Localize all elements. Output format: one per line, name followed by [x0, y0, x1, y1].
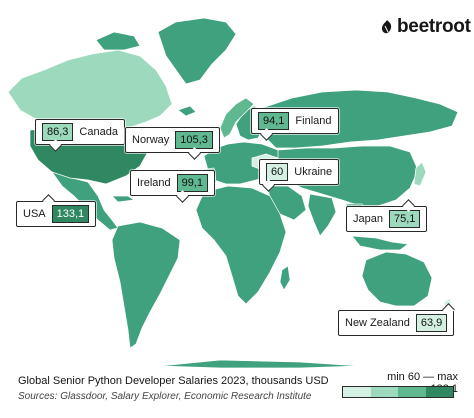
brand-name: beetroot — [397, 16, 471, 37]
legend-swatch-4 — [425, 387, 453, 397]
arctic-islands-shape — [95, 31, 141, 51]
country-name-ukraine: Ukraine — [294, 166, 333, 178]
value-badge-ireland: 99,1 — [176, 174, 209, 192]
canada-highlight — [7, 49, 173, 131]
callout-canada[interactable]: 86,3 Canada — [35, 119, 125, 145]
value-badge-finland: 94,1 — [258, 112, 290, 130]
callout-norway[interactable]: Norway 105,3 — [125, 127, 220, 153]
legend-swatch-3 — [398, 387, 426, 397]
madagascar-shape — [279, 265, 291, 291]
callout-new-zealand[interactable]: New Zealand 63,9 — [338, 310, 455, 336]
country-name-new-zealand: New Zealand — [345, 317, 410, 329]
country-name-finland: Finland — [295, 115, 332, 127]
value-badge-canada: 86,3 — [42, 123, 74, 141]
south-america-shape — [111, 221, 181, 349]
country-name-norway: Norway — [132, 134, 170, 146]
value-badge-ukraine: 60 — [266, 163, 289, 181]
legend-swatch-2 — [370, 387, 398, 397]
value-badge-japan: 75,1 — [388, 210, 421, 228]
country-name-ireland: Ireland — [137, 177, 171, 189]
iceland-shape — [177, 105, 197, 117]
africa-shape — [195, 185, 287, 305]
caribbean-shape — [111, 195, 135, 203]
legend-swatch-1 — [343, 387, 371, 397]
greenland-shape — [157, 17, 237, 85]
value-badge-new-zealand: 63,9 — [415, 314, 448, 332]
india-shape — [307, 193, 337, 237]
country-name-japan: Japan — [353, 213, 383, 225]
callout-ireland[interactable]: Ireland 99,1 — [130, 170, 216, 196]
value-badge-norway: 105,3 — [175, 131, 213, 149]
callout-ukraine[interactable]: 60 Ukraine — [259, 159, 340, 185]
antarctica-shape — [159, 359, 361, 369]
country-name-canada: Canada — [79, 126, 118, 138]
norway-highlight — [219, 97, 255, 139]
map-caption-sources: Sources: Glassdoor, Salary Explorer, Eco… — [18, 391, 312, 402]
japan-highlight — [413, 161, 427, 187]
beetroot-leaf-icon — [381, 20, 392, 34]
country-name-usa: USA — [23, 208, 46, 220]
australia-shape — [361, 251, 433, 307]
legend-color-scale — [342, 386, 454, 398]
brand-logo[interactable]: beetroot — [380, 14, 471, 40]
callout-finland[interactable]: 94,1 Finland — [251, 108, 339, 134]
value-badge-usa: 133,1 — [51, 205, 90, 223]
indonesia-shape — [351, 235, 409, 251]
callout-usa[interactable]: USA 133,1 — [16, 201, 97, 227]
map-caption-title: Global Senior Python Developer Salaries … — [18, 375, 329, 387]
callout-japan[interactable]: Japan 75,1 — [346, 206, 428, 232]
